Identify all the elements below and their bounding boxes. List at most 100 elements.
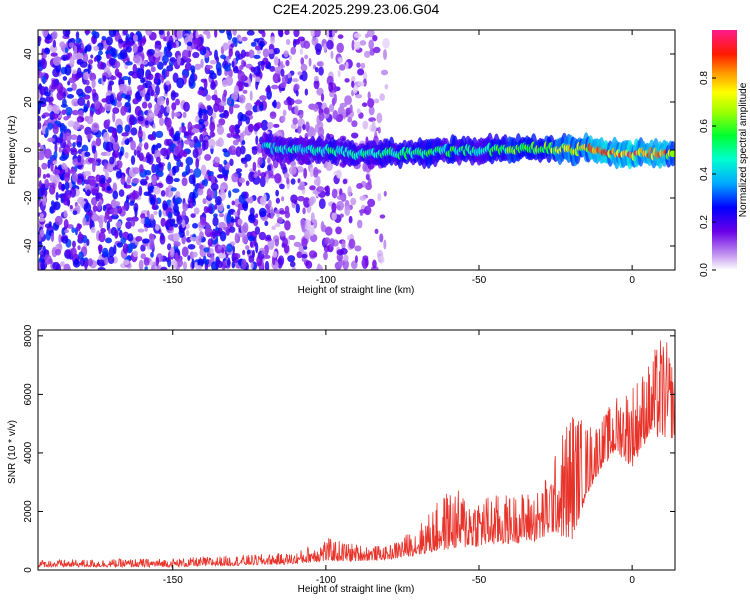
spectrogram-noise-cell xyxy=(359,210,364,216)
spectrogram-noise-cell xyxy=(284,205,290,214)
colorbar-tick-label: 0.2 xyxy=(699,215,710,229)
spectrogram-noise-cell xyxy=(122,243,129,254)
spectrogram-noise-cell xyxy=(379,214,386,219)
spectrogram-noise-cell xyxy=(353,41,361,50)
spectrogram-noise-cell xyxy=(361,102,368,107)
spectrogram-noise-cell xyxy=(42,112,50,117)
spectrogram-noise-cell xyxy=(283,50,289,58)
spectrogram-noise-cell xyxy=(254,122,263,129)
spectrogram-noise-cell xyxy=(154,265,158,270)
spectrogram-noise-cell xyxy=(241,59,245,68)
spectrogram-noise-cell xyxy=(75,72,84,78)
spectrogram-noise-cell xyxy=(311,36,319,46)
spectrogram-noise-cell xyxy=(365,174,370,181)
spectrogram-noise-cell xyxy=(270,208,275,219)
spectrogram-noise-cell xyxy=(89,217,94,229)
spectrogram-noise-cell xyxy=(97,267,106,270)
spectrogram-noise-cell xyxy=(129,200,135,206)
spectrogram-noise-cell xyxy=(159,234,166,245)
spectrogram-noise-cell xyxy=(48,96,54,103)
spectrogram-noise-cell xyxy=(368,106,375,116)
spectrogram-noise-cell xyxy=(368,117,376,122)
spectrogram-noise-cell xyxy=(124,61,133,66)
spectrogram-noise-cell xyxy=(195,265,203,270)
spectrogram-noise-cell xyxy=(341,240,346,250)
spectrogram-noise-cell xyxy=(241,36,248,42)
spectrogram-noise-cell xyxy=(167,41,172,51)
spectrogram-noise-cell xyxy=(118,38,124,44)
spectrogram-noise-cell xyxy=(119,229,123,239)
spectrogram-noise-cell xyxy=(45,35,52,40)
spectrogram-noise-cell xyxy=(363,50,371,58)
spectrogram-noise-cell xyxy=(280,82,287,89)
spectrogram-noise-cell xyxy=(137,228,145,233)
spectrogram-noise-cell xyxy=(281,196,285,202)
spectrogram-noise-cell xyxy=(202,198,207,205)
spectrogram-noise-cell xyxy=(41,258,45,263)
spectrogram-noise-cell xyxy=(244,162,248,168)
spectrogram-noise-cell xyxy=(42,30,49,38)
spectrogram-noise-cell xyxy=(38,151,45,161)
spectrogram-noise-cell xyxy=(308,127,316,138)
spectrogram-noise-cell xyxy=(354,255,358,264)
spectrogram-noise-cell xyxy=(342,259,349,270)
spectrogram-noise-cell xyxy=(61,109,67,116)
spectrogram-noise-cell xyxy=(230,43,235,48)
spectrogram-noise-cell xyxy=(134,105,142,117)
spectrogram-noise-cell xyxy=(331,188,338,199)
spectrogram-noise-cell xyxy=(63,263,71,270)
spectrogram-noise-cell xyxy=(97,50,103,56)
spectrogram-noise-cell xyxy=(259,95,267,101)
spectrogram-noise-cell xyxy=(216,125,225,136)
spectrogram-noise-cell xyxy=(281,242,285,248)
spectrogram-noise-cell xyxy=(237,218,243,226)
spectrogram-noise-cell xyxy=(165,175,174,185)
spectrogram-noise-cell xyxy=(151,163,156,174)
spectrogram-noise-cell xyxy=(336,42,344,53)
spectrogram-noise-cell xyxy=(218,30,226,34)
spectrogram-noise-cell xyxy=(332,109,339,120)
spectrogram-noise-cell xyxy=(203,247,210,253)
spectrogram-noise-cell xyxy=(174,252,179,261)
spectrogram-noise-cell xyxy=(275,197,281,204)
spectrogram-noise-cell xyxy=(194,123,203,129)
spectrogram-noise-cell xyxy=(158,30,164,36)
spectrogram-noise-cell xyxy=(115,170,123,179)
spectrogram-noise-cell xyxy=(130,127,138,136)
x-tick-label: 0 xyxy=(629,575,635,586)
spectrogram-noise-cell xyxy=(251,146,258,155)
spectrogram-noise-cell xyxy=(147,48,155,56)
spectrogram-noise-cell xyxy=(232,30,237,36)
spectrogram-noise-cell xyxy=(160,73,164,84)
spectrogram-noise-cell xyxy=(87,59,94,65)
spectrogram-noise-cell xyxy=(102,75,107,83)
spectrogram-noise-cell xyxy=(90,54,94,59)
spectrogram-noise-cell xyxy=(352,84,358,94)
spectrogram-noise-cell xyxy=(261,250,266,255)
spectrogram-noise-cell xyxy=(136,45,144,53)
spectrogram-noise-cell xyxy=(260,171,267,178)
spectrogram-y-axis: -40 -20 0 20 40 xyxy=(23,48,675,253)
spectrogram-noise-cell xyxy=(65,106,73,116)
spectrogram-noise-cell xyxy=(84,151,91,157)
spectrogram-noise-cell xyxy=(100,151,108,157)
snr-y-axis: 0 2000 4000 6000 8000 xyxy=(23,324,675,573)
spectrogram-noise-cell xyxy=(49,174,55,182)
spectrogram-noise-cell xyxy=(188,174,196,185)
spectrogram-x-axis: -150 -100 -50 0 xyxy=(163,30,635,286)
spectrogram-noise-cell xyxy=(191,258,195,270)
spectrogram-noise-cell xyxy=(336,169,342,179)
spectrogram-noise-cell xyxy=(51,113,59,119)
spectrogram-noise-cell xyxy=(193,167,202,178)
spectrogram-noise-cell xyxy=(112,111,116,123)
spectrogram-noise-cell xyxy=(245,245,250,251)
spectrogram-noise-cell xyxy=(38,217,46,222)
spectrogram-noise-cell xyxy=(291,266,296,270)
spectrogram-noise-cell xyxy=(163,36,167,42)
spectrogram-noise-cell xyxy=(173,204,179,213)
spectrogram-noise-cell xyxy=(83,106,89,112)
spectrogram-noise-cell xyxy=(53,150,58,160)
spectrogram-noise-cell xyxy=(107,255,115,265)
spectrogram-noise-cell xyxy=(301,237,308,248)
spectrogram-noise-cell xyxy=(348,238,356,249)
